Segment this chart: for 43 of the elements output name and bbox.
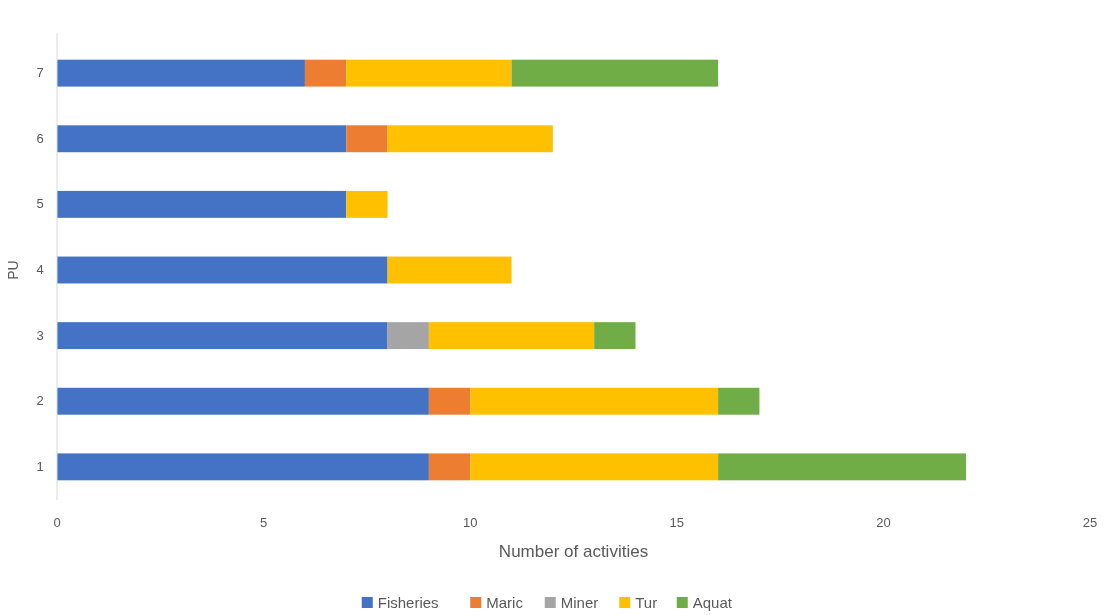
y-tick-label: 6: [36, 130, 44, 146]
bar: [57, 190, 347, 218]
bar: [304, 59, 347, 87]
bar: [346, 59, 512, 87]
bar: [346, 125, 388, 153]
y-axis-title: PU: [5, 260, 21, 280]
legend-label: Maric: [486, 594, 524, 611]
bar: [428, 322, 595, 350]
bar: [57, 453, 429, 481]
bar: [346, 190, 388, 218]
bar: [428, 453, 471, 481]
legend-label: Miner: [560, 594, 599, 611]
y-tick-label: 3: [36, 327, 44, 343]
bar: [511, 59, 719, 87]
x-tick-label: 0: [53, 515, 61, 530]
bar: [387, 256, 512, 284]
legend-label: Tur: [635, 594, 658, 611]
bar: [718, 387, 760, 415]
x-tick-label: 20: [876, 515, 891, 530]
legend-label: Fisheries: [377, 594, 439, 611]
y-tick-label: 7: [36, 65, 44, 81]
y-tick-label: 1: [36, 458, 44, 474]
x-tick-label: 5: [259, 515, 268, 530]
bar: [57, 256, 388, 284]
y-tick-label: 4: [36, 262, 44, 277]
bar: [57, 387, 429, 415]
legend-label: Aquat: [692, 594, 733, 611]
bar: [57, 59, 305, 87]
bar: [718, 453, 967, 481]
y-tick-label: 5: [36, 196, 44, 212]
bar: [387, 125, 553, 153]
bar: [594, 322, 636, 350]
bar: [470, 453, 719, 481]
bar: [428, 387, 471, 415]
x-tick-label: 25: [1082, 515, 1098, 530]
y-tick-label: 2: [36, 393, 44, 409]
bar: [470, 387, 719, 415]
bar: [57, 125, 347, 153]
x-tick-label: 10: [462, 515, 478, 530]
x-axis-title: Number of activities: [498, 542, 649, 561]
bar: [57, 322, 388, 350]
bar: [387, 322, 429, 350]
x-tick-label: 15: [669, 515, 685, 530]
